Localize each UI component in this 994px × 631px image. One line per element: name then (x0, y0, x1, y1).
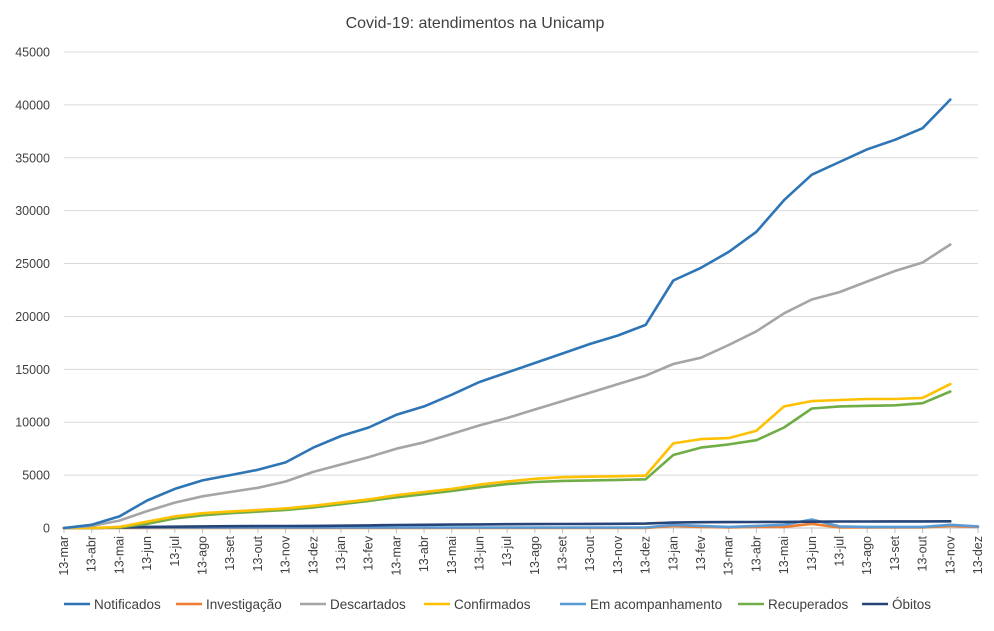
series-line-6 (62, 519, 952, 530)
x-tick-label: 13-abr (417, 536, 431, 572)
x-tick-label: 13-out (916, 535, 930, 571)
y-tick-label: 10000 (15, 416, 50, 430)
x-tick-label: 13-out (583, 535, 597, 571)
x-tick-label: 13-ago (860, 536, 874, 575)
x-tick-label: 13-abr (749, 536, 763, 572)
x-tick-label: 13-fev (694, 535, 708, 570)
x-tick-label: 13-ago (528, 536, 542, 575)
x-tick-label: 13-jul (500, 536, 514, 567)
x-tick-label: 13-nov (611, 535, 625, 574)
y-axis: 0 5000 10000 15000 20000 25000 30000 35000 40000… (15, 46, 50, 536)
x-tick-label: 13-set (556, 535, 570, 570)
series-line-5 (62, 390, 952, 530)
x-tick-label: 13-abr (85, 536, 99, 572)
x-tick-label: 13-set (888, 535, 902, 570)
x-tick-label: 13-mai (112, 536, 126, 574)
gridlines (64, 51, 978, 529)
x-tick-label: 13-mar (57, 536, 71, 576)
series-line-2 (62, 243, 952, 530)
y-tick-label: 15000 (15, 363, 50, 377)
x-tick-label: 13-set (223, 535, 237, 570)
x-tick-label: 13-mai (445, 536, 459, 574)
x-tick-label: 13-mar (722, 536, 736, 576)
y-tick-label: 0 (43, 522, 50, 536)
legend-label: Notificados (94, 597, 161, 612)
legend-label: Confirmados (454, 597, 531, 612)
legend-label: Recuperados (768, 597, 849, 612)
legend-label: Óbitos (892, 597, 931, 612)
y-tick-label: 35000 (15, 151, 50, 165)
y-tick-label: 40000 (15, 98, 50, 112)
x-axis: 13-mar 13-abr 13-mai 13-jun 13-jul 13-ago 13-s… (57, 528, 985, 576)
series-line-0 (62, 98, 952, 530)
x-tick-label: 13-mar (389, 536, 403, 576)
y-tick-label: 25000 (15, 257, 50, 271)
chart-title: Covid-19: atendimentos na Unicamp (346, 15, 605, 32)
legend-label: Descartados (330, 597, 406, 612)
x-tick-label: 13-dez (306, 536, 320, 574)
x-tick-label: 13-ago (195, 536, 209, 575)
legend-label: Investigação (206, 597, 282, 612)
x-tick-label: 13-jun (472, 536, 486, 571)
x-tick-label: 13-dez (639, 536, 653, 574)
x-tick-label: 13-jul (833, 536, 847, 567)
series-line-3 (62, 382, 952, 530)
x-tick-label: 13-jun (805, 536, 819, 571)
y-tick-label: 5000 (22, 469, 50, 483)
x-tick-label: 13-nov (279, 535, 293, 574)
y-tick-label: 45000 (15, 46, 50, 60)
x-tick-label: 13-jan (334, 536, 348, 571)
x-tick-label: 13-jan (666, 536, 680, 571)
y-tick-label: 20000 (15, 310, 50, 324)
x-tick-label: 13-jun (140, 536, 154, 571)
y-tick-label: 30000 (15, 204, 50, 218)
series-lines (62, 98, 980, 530)
legend-label: Em acompanhamento (590, 597, 722, 612)
legend: Notificados Investigação Descartados Confir… (64, 597, 931, 612)
x-tick-label: 13-fev (362, 535, 376, 570)
x-tick-label: 13-dez (971, 536, 985, 574)
x-tick-label: 13-mai (777, 536, 791, 574)
x-tick-label: 13-out (251, 535, 265, 571)
x-tick-label: 13-nov (943, 535, 957, 574)
x-tick-label: 13-jul (168, 536, 182, 567)
